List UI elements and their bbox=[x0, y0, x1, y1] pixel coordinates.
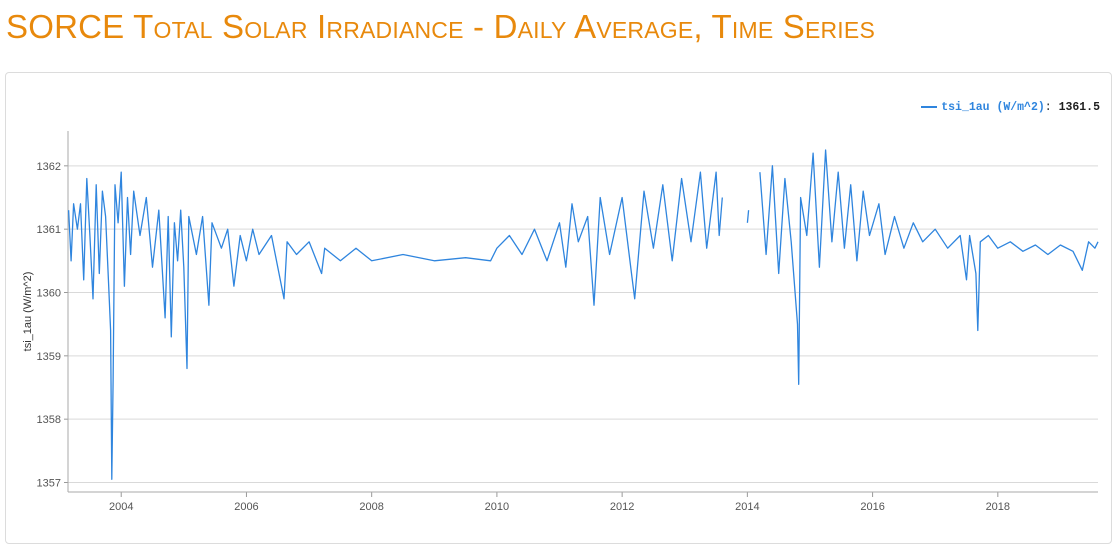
series-line-segment bbox=[746, 210, 750, 223]
x-tick-label: 2012 bbox=[610, 501, 634, 513]
grid-lines bbox=[68, 165, 1098, 483]
legend-separator: : bbox=[1044, 101, 1052, 114]
y-tick-label: 1357 bbox=[37, 478, 61, 490]
chart-legend[interactable]: tsi_1au (W/m^2): 1361.5 bbox=[921, 101, 1100, 114]
legend-line-swatch bbox=[921, 105, 938, 108]
tick-labels: 1357 1358 1359 1360 1361 1362 2004 2006 2008 2010… bbox=[37, 161, 1011, 513]
y-tick-label: 1361 bbox=[37, 224, 61, 236]
y-tick-label: 1359 bbox=[37, 351, 61, 363]
legend-value: 1361.5 bbox=[1058, 101, 1100, 114]
y-tick-label: 1362 bbox=[37, 161, 61, 173]
page-title: SORCE Total Solar Irradiance - Daily Ave… bbox=[6, 8, 875, 45]
series-line-segment bbox=[67, 171, 723, 480]
x-tick-label: 2016 bbox=[860, 501, 884, 513]
x-tick-label: 2006 bbox=[234, 501, 258, 513]
x-tick-label: 2018 bbox=[986, 501, 1010, 513]
series-line-segment bbox=[759, 149, 1099, 385]
chart-panel bbox=[5, 72, 1112, 544]
y-tick-label: 1358 bbox=[37, 414, 61, 426]
axes bbox=[64, 131, 1098, 497]
legend-series-label: tsi_1au (W/m^2) bbox=[941, 101, 1045, 114]
x-tick-label: 2010 bbox=[485, 501, 509, 513]
series-lines bbox=[67, 149, 1099, 480]
y-tick-label: 1360 bbox=[37, 288, 61, 300]
x-tick-label: 2014 bbox=[735, 501, 759, 513]
x-tick-label: 2004 bbox=[109, 501, 133, 513]
x-tick-label: 2008 bbox=[359, 501, 383, 513]
y-axis-label: tsi_1au (W/m^2) bbox=[22, 272, 34, 352]
